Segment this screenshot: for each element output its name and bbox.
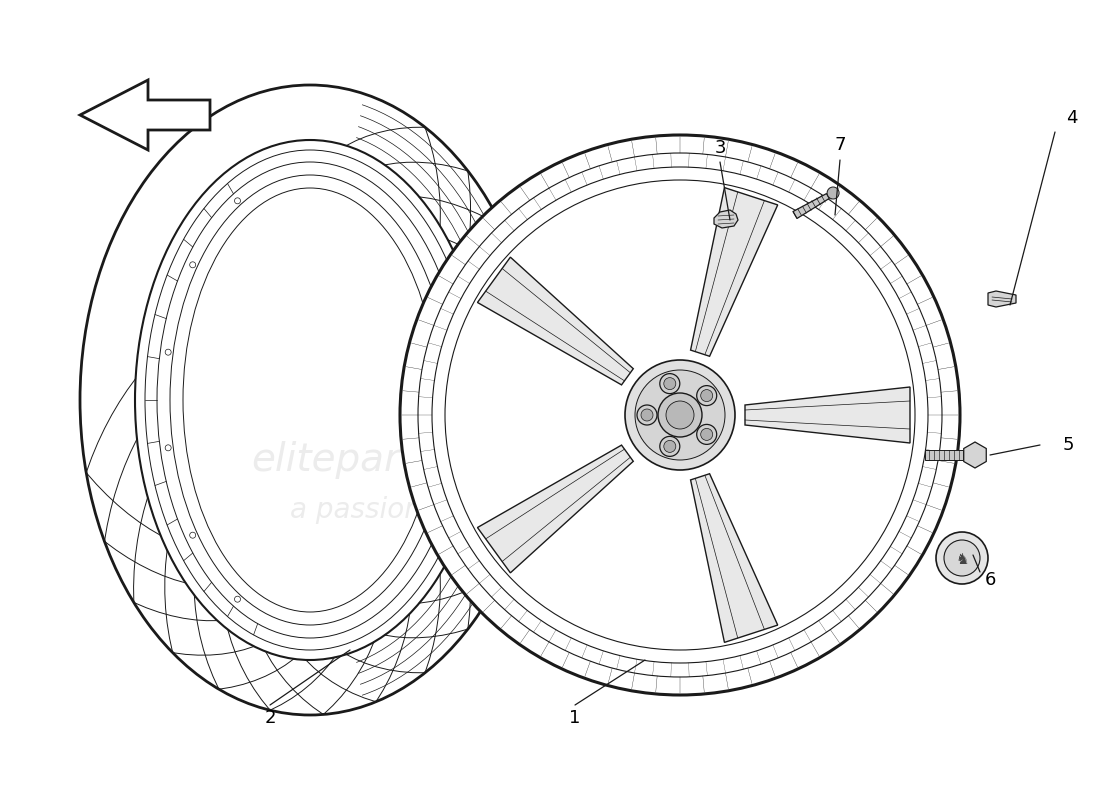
Circle shape bbox=[635, 370, 725, 460]
Circle shape bbox=[827, 187, 839, 199]
Polygon shape bbox=[477, 445, 634, 573]
Text: 3: 3 bbox=[714, 139, 726, 157]
Polygon shape bbox=[988, 291, 1016, 307]
Text: 885: 885 bbox=[482, 399, 698, 501]
Circle shape bbox=[696, 386, 717, 406]
Circle shape bbox=[701, 390, 713, 402]
Polygon shape bbox=[714, 210, 738, 228]
Text: a passion for parts: a passion for parts bbox=[290, 496, 550, 524]
Text: ♞: ♞ bbox=[955, 551, 969, 566]
Circle shape bbox=[641, 409, 653, 421]
Text: elitepartswebshop: elitepartswebshop bbox=[251, 441, 609, 479]
Polygon shape bbox=[80, 80, 210, 150]
Text: 7: 7 bbox=[834, 136, 846, 154]
Polygon shape bbox=[691, 474, 778, 642]
Polygon shape bbox=[745, 387, 910, 443]
Polygon shape bbox=[925, 450, 962, 460]
Circle shape bbox=[637, 405, 657, 425]
Circle shape bbox=[663, 440, 675, 452]
Text: 2: 2 bbox=[264, 709, 276, 727]
Text: 1: 1 bbox=[570, 709, 581, 727]
Polygon shape bbox=[793, 194, 829, 218]
Text: 6: 6 bbox=[984, 571, 996, 589]
Circle shape bbox=[696, 424, 717, 444]
Circle shape bbox=[658, 393, 702, 437]
Polygon shape bbox=[477, 257, 634, 385]
Polygon shape bbox=[964, 442, 987, 468]
Circle shape bbox=[701, 428, 713, 440]
Circle shape bbox=[944, 540, 980, 576]
Circle shape bbox=[625, 360, 735, 470]
Text: 4: 4 bbox=[1066, 109, 1078, 127]
Circle shape bbox=[666, 401, 694, 429]
Circle shape bbox=[400, 135, 960, 695]
Circle shape bbox=[660, 374, 680, 394]
Circle shape bbox=[663, 378, 675, 390]
Circle shape bbox=[660, 436, 680, 456]
Circle shape bbox=[936, 532, 988, 584]
Polygon shape bbox=[691, 188, 778, 356]
Text: 5: 5 bbox=[1063, 436, 1074, 454]
